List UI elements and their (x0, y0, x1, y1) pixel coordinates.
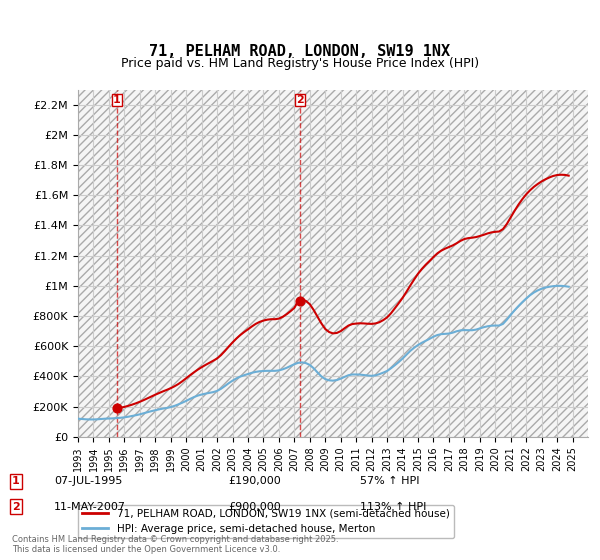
Point (295, 296, 305, 305)
Text: 71, PELHAM ROAD, LONDON, SW19 1NX: 71, PELHAM ROAD, LONDON, SW19 1NX (149, 44, 451, 59)
Text: 113% ↑ HPI: 113% ↑ HPI (360, 502, 427, 512)
Text: £900,000: £900,000 (228, 502, 281, 512)
Text: £190,000: £190,000 (228, 477, 281, 487)
Text: Price paid vs. HM Land Registry's House Price Index (HPI): Price paid vs. HM Land Registry's House … (121, 57, 479, 70)
Text: Contains HM Land Registry data © Crown copyright and database right 2025.
This d: Contains HM Land Registry data © Crown c… (12, 535, 338, 554)
Point (112, 404, 122, 413)
Text: 1: 1 (113, 95, 121, 105)
Text: 2: 2 (12, 502, 20, 512)
Text: 2: 2 (296, 95, 304, 105)
Text: 57% ↑ HPI: 57% ↑ HPI (360, 477, 419, 487)
Text: 1: 1 (12, 477, 20, 487)
Text: 07-JUL-1995: 07-JUL-1995 (54, 477, 122, 487)
Text: 11-MAY-2007: 11-MAY-2007 (54, 502, 126, 512)
Legend: 71, PELHAM ROAD, LONDON, SW19 1NX (semi-detached house), HPI: Average price, sem: 71, PELHAM ROAD, LONDON, SW19 1NX (semi-… (78, 505, 454, 538)
